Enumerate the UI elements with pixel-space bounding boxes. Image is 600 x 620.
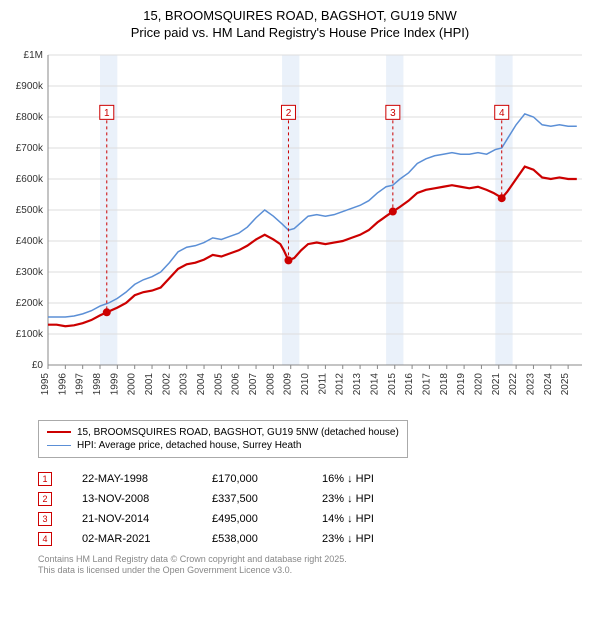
sale-marker-number: 3 xyxy=(390,108,396,119)
x-axis-label: 1997 xyxy=(75,372,86,395)
sale-price: £538,000 xyxy=(212,533,292,545)
x-axis-label: 2005 xyxy=(213,372,224,395)
price-chart: £0 £100k £200k £300k £400k £500k £600k £700k £80… xyxy=(8,50,592,410)
sale-point xyxy=(389,207,397,215)
sale-diff: 23% ↓ HPI xyxy=(322,493,412,505)
y-axis-label: £0 xyxy=(32,360,44,371)
x-axis-label: 2012 xyxy=(335,372,346,395)
sale-price: £170,000 xyxy=(212,473,292,485)
sale-diff: 23% ↓ HPI xyxy=(322,533,412,545)
sale-marker-number: 2 xyxy=(286,108,292,119)
sale-point xyxy=(284,256,292,264)
sale-row-marker: 4 xyxy=(38,532,52,546)
chart-title: 15, BROOMSQUIRES ROAD, BAGSHOT, GU19 5NW… xyxy=(8,8,592,42)
x-axis-label: 2019 xyxy=(456,372,467,395)
sale-row: 1 22-MAY-1998 £170,000 16% ↓ HPI xyxy=(38,472,592,486)
legend-item: HPI: Average price, detached house, Surr… xyxy=(47,440,399,451)
sale-row-marker: 2 xyxy=(38,492,52,506)
legend-label: 15, BROOMSQUIRES ROAD, BAGSHOT, GU19 5NW… xyxy=(77,427,399,438)
y-axis-label: £800k xyxy=(16,112,44,123)
sale-row: 4 02-MAR-2021 £538,000 23% ↓ HPI xyxy=(38,532,592,546)
y-axis-label: £100k xyxy=(16,329,44,340)
sale-diff: 14% ↓ HPI xyxy=(322,513,412,525)
x-axis-label: 2000 xyxy=(127,372,138,395)
x-axis-label: 2002 xyxy=(161,372,172,395)
footer-line-2: This data is licensed under the Open Gov… xyxy=(38,565,592,577)
y-axis-label: £700k xyxy=(16,143,44,154)
y-axis-label: £200k xyxy=(16,298,44,309)
x-axis-label: 2009 xyxy=(283,372,294,395)
legend: 15, BROOMSQUIRES ROAD, BAGSHOT, GU19 5NW… xyxy=(38,420,408,458)
x-axis-label: 2004 xyxy=(196,372,207,395)
y-axis-label: £400k xyxy=(16,236,44,247)
sale-date: 21-NOV-2014 xyxy=(82,513,182,525)
y-axis-label: £500k xyxy=(16,205,44,216)
footer-line-1: Contains HM Land Registry data © Crown c… xyxy=(38,554,592,566)
legend-swatch xyxy=(47,445,71,446)
x-axis-label: 2020 xyxy=(473,372,484,395)
attribution-footer: Contains HM Land Registry data © Crown c… xyxy=(38,554,592,577)
x-axis-label: 2011 xyxy=(317,372,328,394)
x-axis-label: 2023 xyxy=(525,372,536,395)
title-line-1: 15, BROOMSQUIRES ROAD, BAGSHOT, GU19 5NW xyxy=(143,8,457,23)
sale-row-marker: 1 xyxy=(38,472,52,486)
sale-price: £337,500 xyxy=(212,493,292,505)
x-axis-label: 2001 xyxy=(144,372,155,395)
sale-points-table: 1 22-MAY-1998 £170,000 16% ↓ HPI 2 13-NOV-200… xyxy=(38,472,592,546)
legend-label: HPI: Average price, detached house, Surr… xyxy=(77,440,301,451)
x-axis-label: 1998 xyxy=(92,372,103,395)
y-axis-label: £300k xyxy=(16,267,44,278)
sale-point xyxy=(498,194,506,202)
x-axis-label: 2013 xyxy=(352,372,363,395)
legend-swatch xyxy=(47,431,71,433)
x-axis-label: 2018 xyxy=(439,372,450,395)
x-axis-label: 2006 xyxy=(231,372,242,395)
sale-diff: 16% ↓ HPI xyxy=(322,473,412,485)
sale-date: 02-MAR-2021 xyxy=(82,533,182,545)
x-axis-label: 2022 xyxy=(508,372,519,395)
y-axis-label: £600k xyxy=(16,174,44,185)
title-line-2: Price paid vs. HM Land Registry's House … xyxy=(131,25,469,40)
sale-row: 2 13-NOV-2008 £337,500 23% ↓ HPI xyxy=(38,492,592,506)
x-axis-label: 2021 xyxy=(491,372,502,395)
y-axis-label: £1M xyxy=(24,50,43,61)
sale-marker-number: 4 xyxy=(499,108,505,119)
x-axis-label: 2003 xyxy=(179,372,190,395)
x-axis-label: 2024 xyxy=(543,372,554,395)
sale-row: 3 21-NOV-2014 £495,000 14% ↓ HPI xyxy=(38,512,592,526)
sale-date: 22-MAY-1998 xyxy=(82,473,182,485)
sale-price: £495,000 xyxy=(212,513,292,525)
x-axis-label: 2008 xyxy=(265,372,276,395)
sale-row-marker: 3 xyxy=(38,512,52,526)
x-axis-label: 2007 xyxy=(248,372,259,395)
x-axis-label: 1995 xyxy=(40,372,51,395)
x-axis-label: 2017 xyxy=(421,372,432,395)
x-axis-label: 1999 xyxy=(109,372,120,395)
legend-item: 15, BROOMSQUIRES ROAD, BAGSHOT, GU19 5NW… xyxy=(47,427,399,438)
sale-marker-number: 1 xyxy=(104,108,110,119)
x-axis-label: 2015 xyxy=(387,372,398,395)
sale-point xyxy=(103,308,111,316)
x-axis-label: 2016 xyxy=(404,372,415,395)
x-axis-label: 2014 xyxy=(369,372,380,395)
x-axis-label: 1996 xyxy=(57,372,68,395)
x-axis-label: 2010 xyxy=(300,372,311,395)
sale-date: 13-NOV-2008 xyxy=(82,493,182,505)
y-axis-label: £900k xyxy=(16,81,44,92)
x-axis-label: 2025 xyxy=(560,372,571,395)
